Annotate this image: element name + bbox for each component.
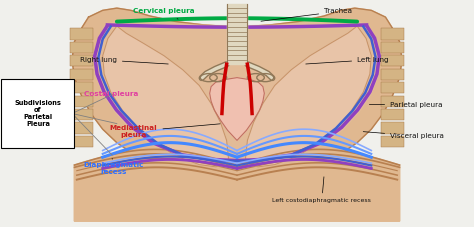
Polygon shape [381,69,404,80]
Polygon shape [70,82,93,93]
Polygon shape [103,26,228,167]
Polygon shape [381,82,404,93]
Polygon shape [70,42,93,53]
Text: Costal pleura: Costal pleura [84,91,138,97]
Polygon shape [70,109,93,120]
Text: Subdivisions
of
Parietal
Pleura: Subdivisions of Parietal Pleura [15,100,61,127]
Text: Mediastinal
pleura: Mediastinal pleura [110,124,220,138]
Polygon shape [74,149,400,221]
Polygon shape [70,28,93,39]
Polygon shape [227,4,247,64]
Text: Right lung: Right lung [80,57,168,64]
Polygon shape [70,123,93,134]
Polygon shape [381,109,404,120]
Text: Visceral pleura: Visceral pleura [363,132,444,139]
Polygon shape [246,26,371,167]
FancyBboxPatch shape [1,79,74,148]
Polygon shape [381,42,404,53]
Polygon shape [70,136,93,147]
Polygon shape [70,55,93,67]
Polygon shape [72,8,402,176]
Polygon shape [381,123,404,134]
Polygon shape [381,55,404,67]
Polygon shape [93,19,378,160]
Polygon shape [381,28,404,39]
Text: Left costodiaphragmatic recess: Left costodiaphragmatic recess [273,177,371,203]
Polygon shape [381,96,404,107]
Polygon shape [70,69,93,80]
Text: Parietal pleura: Parietal pleura [369,101,443,108]
Polygon shape [74,154,400,221]
Polygon shape [210,78,264,141]
Polygon shape [70,96,93,107]
Text: Cervical pleura: Cervical pleura [133,8,195,19]
Polygon shape [381,136,404,147]
Text: Diaphragmatic
recess: Diaphragmatic recess [84,158,144,175]
Text: Trachea: Trachea [261,8,352,21]
Text: Left lung: Left lung [306,57,389,64]
